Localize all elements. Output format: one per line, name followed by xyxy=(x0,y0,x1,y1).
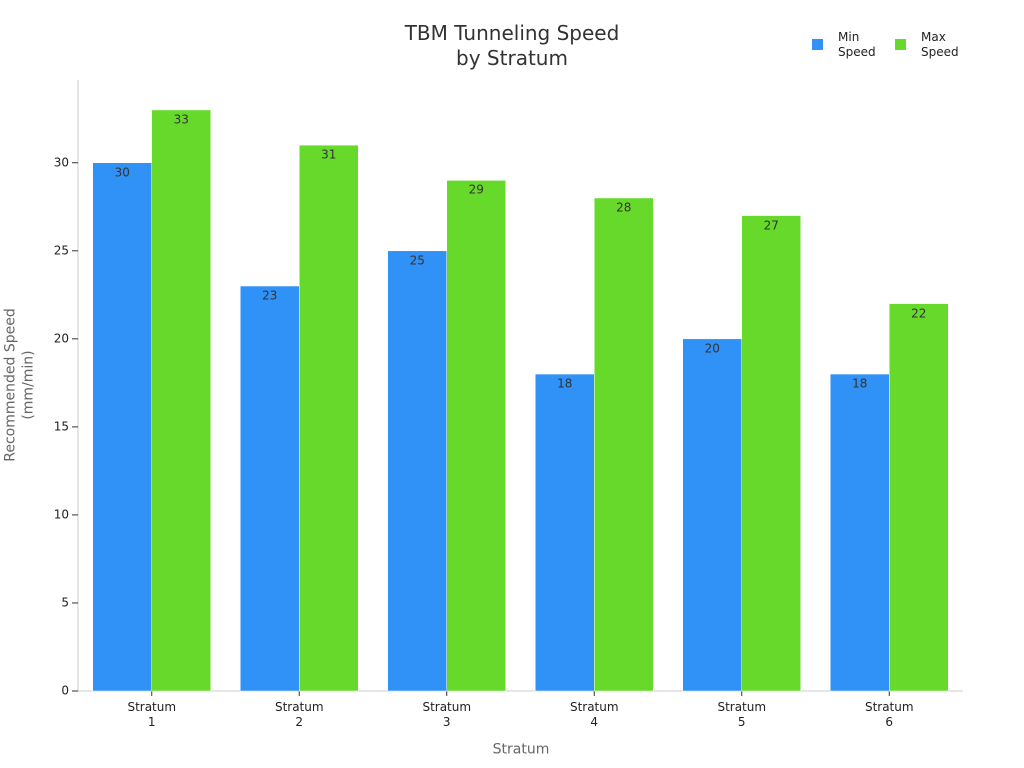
bar xyxy=(151,109,211,692)
value-label: 30 xyxy=(114,165,130,180)
bar xyxy=(594,197,654,692)
bar xyxy=(446,180,506,692)
value-label: 25 xyxy=(409,253,425,268)
bar xyxy=(535,373,595,692)
value-label: 28 xyxy=(616,200,632,215)
legend-label: Max Speed xyxy=(921,30,959,59)
y-tick-label: 10 xyxy=(53,507,69,522)
value-label: 18 xyxy=(852,376,868,391)
value-label: 23 xyxy=(262,288,278,303)
x-tick-label: Stratum 2 xyxy=(274,700,324,729)
value-label: 33 xyxy=(173,112,189,127)
value-label: 22 xyxy=(911,306,927,321)
bar xyxy=(240,285,300,692)
bar xyxy=(92,162,152,692)
value-label: 29 xyxy=(468,182,484,197)
legend-label: Min Speed xyxy=(838,30,876,59)
x-tick-label: Stratum 6 xyxy=(864,700,914,729)
x-tick-label: Stratum 4 xyxy=(569,700,619,729)
legend-swatch xyxy=(895,39,906,50)
y-tick-label: 5 xyxy=(61,595,69,610)
y-tick-label: 15 xyxy=(53,419,69,434)
bar xyxy=(299,144,359,692)
bar xyxy=(741,215,801,692)
bar xyxy=(387,250,447,692)
bar xyxy=(889,303,949,692)
value-label: 20 xyxy=(704,341,720,356)
legend-swatch xyxy=(812,39,823,50)
chart-title: TBM Tunneling Speed by Stratum xyxy=(404,21,620,70)
x-tick-label: Stratum 5 xyxy=(717,700,767,729)
x-axis-label: Stratum xyxy=(492,741,550,758)
value-label: 31 xyxy=(321,147,337,162)
y-tick-label: 20 xyxy=(53,331,69,346)
x-tick-label: Stratum 3 xyxy=(422,700,472,729)
bar xyxy=(682,338,742,692)
y-axis-label: Recommended Speed (mm/min) xyxy=(2,308,37,462)
value-label: 18 xyxy=(557,376,573,391)
value-label: 27 xyxy=(763,218,779,233)
x-tick-label: Stratum 1 xyxy=(127,700,177,729)
y-tick-label: 25 xyxy=(53,243,69,258)
bar xyxy=(830,373,890,692)
y-tick-label: 0 xyxy=(61,683,69,698)
y-tick-label: 30 xyxy=(53,155,69,170)
